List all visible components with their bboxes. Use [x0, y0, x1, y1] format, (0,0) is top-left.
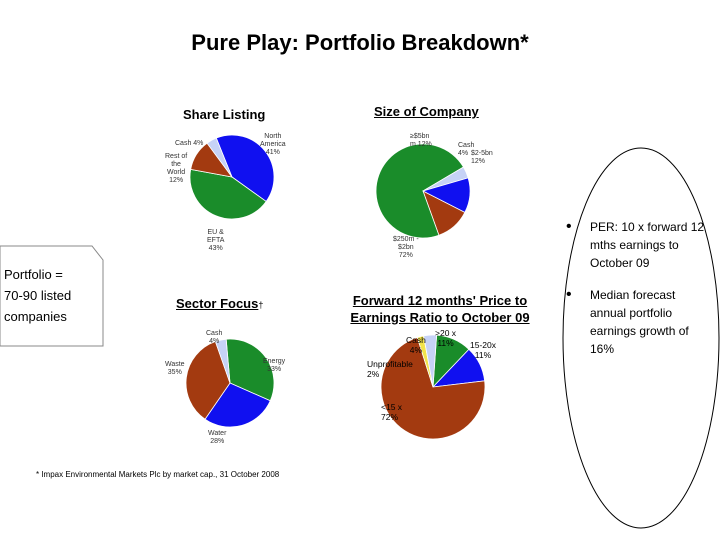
label-per-gt20: >20 x 11% [435, 328, 457, 348]
label-size-small: $250m - $2bn 72% [393, 236, 419, 259]
sector-focus-slice-cash [214, 338, 231, 384]
label-per-lt15: <15 x 72% [381, 402, 403, 422]
per-slice-15-x [380, 336, 486, 440]
portfolio-note-line3: companies [4, 309, 67, 324]
sector-focus-slice-waste [185, 340, 231, 420]
share-listing-slice-cash [206, 137, 233, 178]
portfolio-note-line2: 70-90 listed [4, 288, 72, 303]
share-listing-slice-eu-efta [189, 168, 267, 220]
size-of-company-slice-2bn [375, 143, 465, 239]
sector-focus-title: Sector Focus† [176, 296, 263, 311]
label-sector-cash: Cash 4% [206, 330, 223, 345]
bullet-per: PER: 10 x forward 12 mths earnings to Oc… [590, 220, 705, 270]
sector-focus-slice-water [204, 382, 271, 428]
label-share-eu: EU & EFTA 43% [207, 229, 225, 252]
label-sector-water: Water 28% [208, 430, 227, 445]
bullet-growth: Median forecast annual portfolio earning… [590, 288, 689, 356]
label-size-mid: $2-5bn 12% [471, 150, 493, 165]
per-title: Forward 12 months' Price to Earnings Rat… [350, 293, 530, 325]
portfolio-note-line1: Portfolio = [4, 267, 63, 282]
bullet-list: • PER: 10 x forward 12 mths earnings to … [566, 218, 706, 358]
label-share-rest: Rest of the World 12% [165, 153, 188, 184]
label-per-cash: Cash 4% [406, 335, 426, 355]
label-size-cash: Cash 4% [458, 142, 475, 157]
label-size-large: ≥$5bn m 12% [410, 133, 432, 148]
bullet-item: • PER: 10 x forward 12 mths earnings to … [566, 218, 706, 272]
footnote: * Impax Environmental Markets Plc by mar… [36, 470, 280, 479]
sector-focus-title-text: Sector Focus [176, 296, 259, 311]
portfolio-note: Portfolio = 70-90 listed companies [4, 266, 104, 325]
per-slice-cash [423, 334, 438, 388]
label-share-north-america: North America 41% [260, 133, 286, 156]
label-per-unprofitable: Unprofitable 2% [367, 359, 413, 379]
page-title: Pure Play: Portfolio Breakdown* [191, 30, 529, 55]
size-of-company-title: Size of Company [374, 104, 479, 119]
bullet-dot: • [566, 286, 572, 303]
label-sector-energy: Energy 33% [263, 358, 286, 373]
label-per-mid: 15-20x 11% [470, 340, 496, 360]
bullet-dot: • [566, 218, 572, 235]
sector-focus-title-mark: † [258, 300, 264, 310]
label-sector-waste: Waste 35% [165, 361, 185, 376]
share-listing-slice-north-america [215, 134, 275, 203]
share-listing-title: Share Listing [183, 107, 266, 122]
sector-focus-slice-energy [225, 338, 275, 402]
bullet-item: • Median forecast annual portfolio earni… [566, 286, 706, 358]
label-share-cash: Cash 4% [175, 140, 204, 147]
size-of-company-slice-5bn [421, 177, 471, 213]
